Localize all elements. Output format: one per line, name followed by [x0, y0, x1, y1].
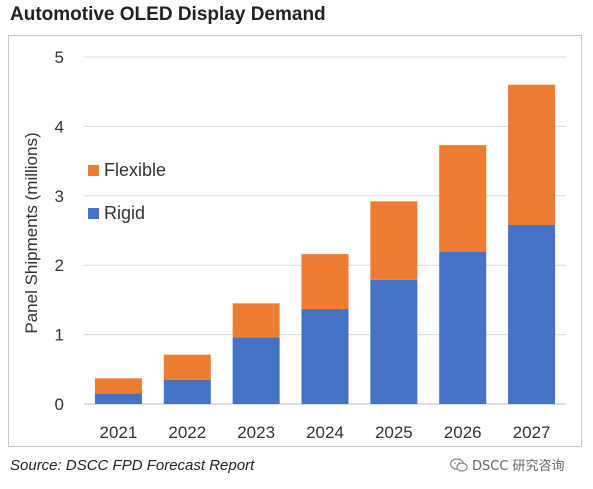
source-note: Source: DSCC FPD Forecast Report — [10, 457, 255, 474]
bar-flexible-2023 — [232, 303, 280, 338]
bar-rigid-2025 — [370, 279, 418, 404]
x-axis-ticks: 2021 2022 2023 2024 2025 2026 2027 — [100, 423, 551, 442]
bar-rigid-2021 — [94, 393, 142, 404]
x-tick-label: 2024 — [306, 423, 344, 442]
y-tick-label: 3 — [55, 187, 64, 206]
bars — [94, 84, 556, 404]
bar-rigid-2023 — [232, 337, 280, 404]
bar-flexible-2022 — [163, 354, 211, 380]
y-tick-label: 1 — [55, 326, 64, 345]
x-tick-label: 2026 — [444, 423, 482, 442]
legend-label-flexible: Flexible — [104, 160, 166, 180]
x-tick-label: 2027 — [513, 423, 551, 442]
bar-rigid-2022 — [163, 379, 211, 404]
bar-flexible-2025 — [370, 201, 418, 280]
bar-rigid-2024 — [301, 308, 349, 404]
y-axis-label: Panel Shipments (millions) — [22, 132, 41, 333]
bar-flexible-2021 — [94, 378, 142, 394]
y-tick-label: 4 — [55, 117, 64, 136]
y-tick-label: 0 — [55, 395, 64, 414]
y-axis-ticks: 0 1 2 3 4 5 — [55, 48, 64, 414]
legend: Flexible Rigid — [88, 160, 166, 223]
y-tick-label: 2 — [55, 256, 64, 275]
chart-title: Automotive OLED Display Demand — [10, 4, 326, 25]
y-tick-label: 5 — [55, 48, 64, 67]
chart-frame — [8, 35, 582, 447]
bar-flexible-2026 — [439, 145, 487, 253]
legend-label-rigid: Rigid — [104, 203, 145, 223]
x-tick-label: 2022 — [168, 423, 206, 442]
legend-swatch-flexible — [88, 165, 99, 176]
bar-flexible-2024 — [301, 254, 349, 309]
legend-swatch-rigid — [88, 208, 99, 219]
watermark: DSCC 研究咨询 — [450, 455, 565, 474]
wechat-icon — [450, 457, 468, 472]
bar-rigid-2027 — [508, 224, 556, 404]
x-tick-label: 2025 — [375, 423, 413, 442]
bar-flexible-2027 — [508, 84, 556, 225]
x-tick-label: 2023 — [237, 423, 275, 442]
x-tick-label: 2021 — [100, 423, 138, 442]
bar-rigid-2026 — [439, 252, 487, 404]
watermark-text: DSCC 研究咨询 — [472, 459, 565, 474]
